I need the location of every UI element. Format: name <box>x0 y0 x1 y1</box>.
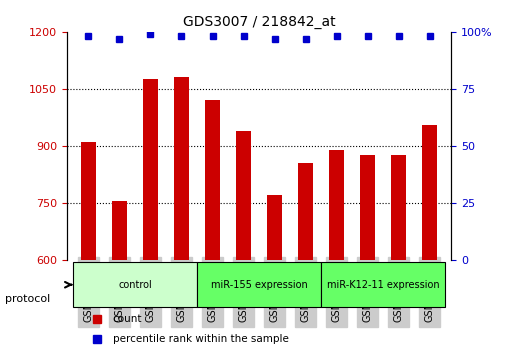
Bar <box>143 79 158 260</box>
Text: protocol: protocol <box>5 294 50 304</box>
FancyBboxPatch shape <box>197 262 321 307</box>
Bar <box>422 125 438 260</box>
Bar <box>112 201 127 260</box>
Text: count: count <box>113 314 143 324</box>
Bar <box>298 163 313 260</box>
FancyBboxPatch shape <box>73 262 197 307</box>
Bar <box>267 195 282 260</box>
Bar <box>391 155 406 260</box>
Bar <box>236 131 251 260</box>
Bar <box>205 100 220 260</box>
Text: miR-155 expression: miR-155 expression <box>211 280 307 290</box>
Text: control: control <box>118 280 152 290</box>
Title: GDS3007 / 218842_at: GDS3007 / 218842_at <box>183 16 336 29</box>
Text: miR-K12-11 expression: miR-K12-11 expression <box>327 280 440 290</box>
FancyBboxPatch shape <box>321 262 445 307</box>
Bar <box>174 78 189 260</box>
Text: percentile rank within the sample: percentile rank within the sample <box>113 335 289 344</box>
Bar <box>360 155 376 260</box>
Bar <box>329 150 344 260</box>
Bar <box>81 142 96 260</box>
